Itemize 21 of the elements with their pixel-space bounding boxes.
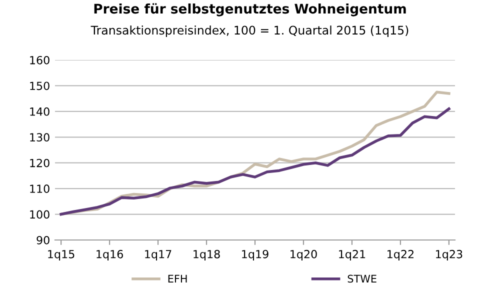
x-tick-label: 1q15 bbox=[48, 250, 74, 260]
y-tick-label: 160 bbox=[30, 56, 50, 64]
legend-label: EFH bbox=[168, 274, 187, 282]
y-tick-label: 140 bbox=[30, 107, 50, 116]
x-tick-label: 1q23 bbox=[436, 250, 462, 260]
y-tick-label: 90 bbox=[36, 236, 50, 244]
y-tick-label: 120 bbox=[30, 158, 50, 168]
y-tick-label: 100 bbox=[30, 210, 50, 219]
legend-label: STWE bbox=[348, 274, 376, 283]
x-tick-label: 1q16 bbox=[96, 250, 123, 260]
chart-subtitle: Transaktionspreisindex, 100 = 1. Quartal 2015 (1q15) bbox=[90, 26, 408, 37]
x-tick-label: 1q19 bbox=[242, 250, 268, 260]
x-tick-label: 1q21 bbox=[339, 250, 366, 260]
x-tick-label: 1q22 bbox=[388, 250, 414, 260]
y-tick-label: 150 bbox=[30, 82, 50, 90]
x-tick-label: 1q20 bbox=[290, 250, 317, 260]
y-tick-label: 130 bbox=[30, 133, 50, 142]
x-tick-label: 1q18 bbox=[194, 250, 220, 260]
y-tick-label: 110 bbox=[30, 184, 50, 193]
x-tick-label: 1q17 bbox=[145, 250, 172, 260]
chart-title: Preise für selbstgenutztes Wohneigentum bbox=[94, 3, 406, 16]
